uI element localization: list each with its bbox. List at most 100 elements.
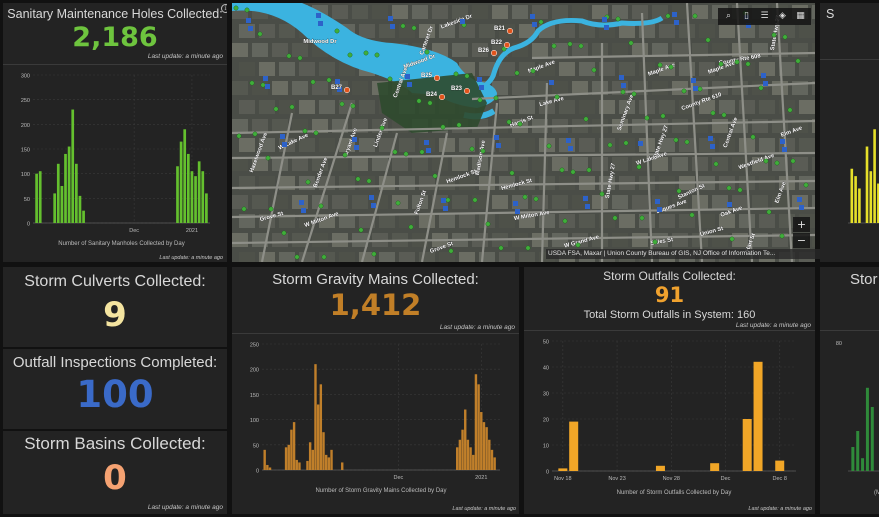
map-block (372, 5, 388, 19)
manhole-marker (432, 173, 438, 179)
map-road (360, 132, 399, 262)
map-block (499, 176, 515, 190)
storm-structure-marker (405, 74, 410, 79)
map-block (592, 233, 608, 247)
bar (64, 153, 67, 223)
y-tick-label: 100 (21, 172, 30, 178)
map-block (419, 214, 435, 228)
manhole-marker (705, 37, 711, 43)
map-block (732, 195, 748, 209)
storm-structure-marker (479, 85, 484, 90)
manhole-marker (424, 49, 430, 55)
y-tick-label: 250 (250, 343, 259, 349)
storm-structure-marker (248, 26, 253, 31)
legend-icon[interactable]: ☰ (760, 11, 769, 21)
manhole-marker (363, 50, 369, 56)
map-block (352, 233, 368, 247)
map-block (259, 24, 275, 38)
map-block (812, 195, 815, 209)
map-block (352, 5, 368, 19)
storm-structure-marker (693, 86, 698, 91)
manhole-marker (498, 245, 504, 251)
basemap-icon[interactable]: ▦ (796, 11, 805, 21)
manhole-marker (710, 110, 716, 116)
map-block (799, 62, 815, 76)
manhole-marker (562, 218, 568, 224)
storm-structure-marker (568, 146, 573, 151)
manhole-marker (469, 146, 475, 152)
manhole-marker (294, 254, 300, 260)
storm-structure-marker (460, 19, 465, 24)
manhole-marker (509, 170, 515, 176)
manhole-marker (628, 40, 634, 46)
map-block (339, 252, 355, 262)
layers-icon[interactable]: ◈ (779, 11, 786, 21)
outfall-label: B24 (426, 92, 438, 98)
map-block (752, 195, 768, 209)
map-block (452, 5, 468, 19)
map-block (719, 24, 735, 38)
manhole-marker (480, 148, 486, 154)
manhole-marker (689, 212, 695, 218)
basins-count: 0 (103, 458, 127, 498)
manhole-marker (644, 115, 650, 121)
map-block (612, 233, 628, 247)
bookmark-icon[interactable]: ▯ (744, 11, 749, 21)
storm-structure-marker (583, 196, 588, 201)
map-block (239, 176, 255, 190)
map-block (252, 119, 268, 133)
map-block (719, 62, 735, 76)
map-block (299, 62, 315, 76)
right-top-chart (848, 129, 879, 224)
map-block (479, 24, 495, 38)
manhole-marker (570, 169, 576, 175)
map-block (312, 81, 328, 95)
info-icon[interactable]: i (221, 4, 227, 13)
map-block (392, 5, 408, 19)
map-block (532, 5, 548, 19)
map-block (772, 157, 788, 171)
y-tick-label: 150 (21, 148, 30, 154)
bar (485, 427, 488, 470)
sanitary-chart: 0 50 100 150 200 250 300 Dec 2021 Number of Sanit… (21, 74, 223, 262)
map-block (552, 195, 568, 209)
zoom-in-button[interactable]: + (793, 217, 810, 232)
map-block (532, 233, 548, 247)
manhole-marker (403, 151, 409, 157)
y-tick-label: 250 (21, 98, 30, 104)
map-block (572, 233, 588, 247)
bar (67, 146, 71, 223)
map-block (639, 100, 655, 114)
storm-structure-marker (513, 201, 518, 206)
map-block (492, 5, 508, 19)
map-block (579, 138, 595, 152)
outfall-marker (438, 93, 446, 101)
map-block (779, 24, 795, 38)
search-icon[interactable]: ⌕ (725, 11, 732, 21)
bar (183, 129, 187, 223)
manhole-marker (260, 82, 266, 88)
outfalls-last-update: Last update: a minute ago (735, 322, 811, 329)
manhole-marker (321, 254, 327, 260)
map-panel[interactable]: Midwood Dr Midwood Dr Carteret Dr Lakeside … (232, 3, 815, 262)
map-block (652, 5, 668, 19)
map-block (539, 176, 555, 190)
map-block (359, 214, 375, 228)
manhole-marker (697, 86, 703, 92)
manhole-marker (795, 58, 801, 64)
map-block (592, 5, 608, 19)
map-block (339, 214, 355, 228)
x-tick-label: Dec (129, 228, 139, 234)
manhole-marker (427, 100, 433, 106)
outfalls-chart: 0 10 20 30 40 50 Nov 18 Nov 23 Nov 28 Dec Dec 8 Num… (543, 340, 812, 513)
map-block (592, 157, 608, 171)
map-road (232, 233, 815, 245)
culverts-count: 9 (103, 295, 127, 335)
map-block (252, 195, 268, 209)
map-toolbar (718, 8, 811, 25)
zoom-out-button[interactable]: − (793, 233, 810, 248)
map-block (512, 81, 528, 95)
map-block (559, 100, 575, 114)
manhole-marker (729, 236, 735, 242)
